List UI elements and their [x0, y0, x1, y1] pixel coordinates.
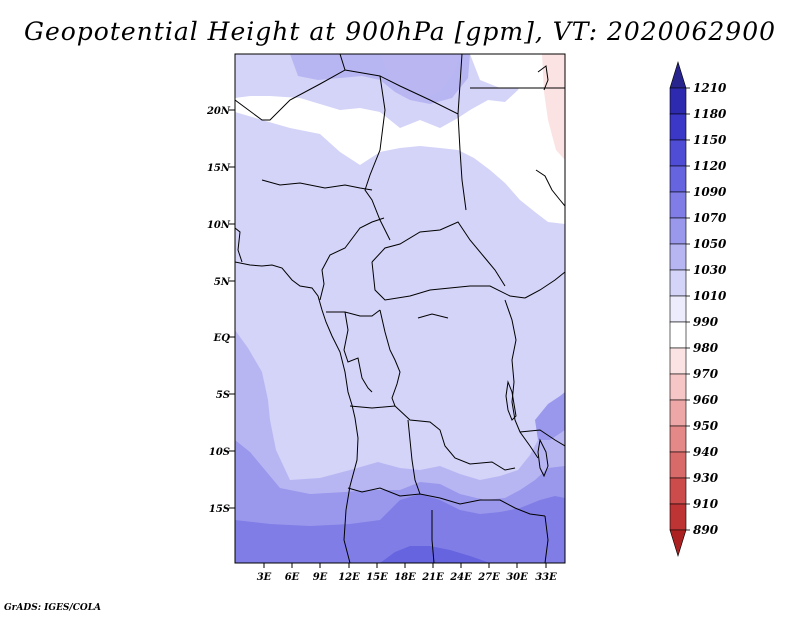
- lake-3: [417, 313, 449, 319]
- field-1050-east: [535, 392, 565, 440]
- lat-tick-label: 5N: [214, 277, 231, 288]
- colorbar-segment: [669, 243, 687, 271]
- lon-tick-label: 21E: [421, 572, 444, 583]
- lon-tick-label: 3E: [257, 572, 272, 583]
- east-lakes: [504, 299, 539, 459]
- field-1050-north: [380, 54, 460, 102]
- car-south: [371, 261, 526, 301]
- lake-2: [537, 438, 549, 478]
- colorbar-label: 1010: [693, 289, 727, 303]
- lat-tick-label: 15S: [209, 504, 230, 515]
- colorbar-label: 1050: [693, 237, 727, 251]
- chart-title: Geopotential Height at 900hPa [gpm], VT:…: [23, 17, 777, 46]
- colorbar-segment: [669, 165, 687, 193]
- colorbar-label: 1150: [693, 133, 727, 147]
- colorbar-segment: [669, 60, 687, 89]
- colorbar-label: 960: [693, 393, 719, 407]
- gabon-congo: [343, 311, 373, 393]
- cameroon-gabon: [326, 309, 381, 317]
- nile-border: [457, 113, 467, 211]
- colorbar-segment: [669, 87, 687, 115]
- lon-tick-label: 30E: [506, 572, 528, 583]
- colorbar-segment: [669, 425, 687, 453]
- lon-axis: 3E 6E 9E 12E 15E 18E 21E 24E 27E 30E 33E: [257, 563, 557, 583]
- east-border: [524, 271, 565, 299]
- field-1070-south: [235, 494, 565, 563]
- colorbar-segment: [669, 321, 687, 349]
- lon-tick-label: 18E: [394, 572, 416, 583]
- colorbar: 1210 1180 1150 1120 1090 1070 1050 1030 1010 990 9…: [669, 60, 727, 558]
- colorbar-segment: [669, 295, 687, 323]
- colorbar-segment: [669, 477, 687, 505]
- colorbar-label: 930: [693, 471, 719, 485]
- colorbar-segment: [669, 373, 687, 401]
- northern-border-2: [344, 54, 463, 115]
- nigeria-niger: [261, 179, 373, 191]
- colorbar-label: 940: [693, 445, 719, 459]
- colorbar-label: 910: [693, 497, 719, 511]
- chad-car: [371, 221, 506, 287]
- lat-tick-label: 20N: [206, 106, 231, 117]
- lat-tick-label: EQ: [213, 333, 231, 344]
- field-1010-north-right: [470, 54, 545, 88]
- niger-chad: [364, 75, 391, 241]
- mozambique: [544, 515, 549, 563]
- colorbar-label: 1120: [693, 159, 727, 173]
- colorbar-segment: [669, 191, 687, 219]
- map-frame: [234, 53, 566, 564]
- angola-namibia: [347, 487, 441, 499]
- colorbar-label: 980: [693, 341, 719, 355]
- lake-1: [505, 380, 517, 421]
- colorbar-label: 990: [693, 315, 719, 329]
- grads-credit: GrADS: IGES/COLA: [4, 603, 102, 613]
- red-sea: [537, 65, 549, 91]
- colorbar-segment: [669, 451, 687, 479]
- lon-tick-label: 24E: [449, 572, 472, 583]
- field-1010-sahel: [235, 54, 565, 224]
- west-coast: [235, 261, 359, 563]
- lon-tick-label: 27E: [477, 572, 500, 583]
- colorbar-label: 890: [693, 523, 719, 537]
- boundaries: [235, 54, 565, 563]
- lon-tick-label: 6E: [285, 572, 300, 583]
- lon-tick-label: 12E: [338, 572, 360, 583]
- field-1090-south: [380, 546, 490, 563]
- tanzania: [519, 429, 565, 447]
- colorbar-segment: [669, 503, 687, 531]
- nigeria-cameroon: [319, 217, 385, 301]
- colorbar-segment: [669, 399, 687, 427]
- lat-tick-label: 10N: [207, 220, 231, 231]
- colorbar-segment: [669, 529, 687, 558]
- colorbar-label: 1210: [693, 81, 727, 95]
- height-field: [235, 54, 565, 563]
- botswana: [431, 510, 435, 563]
- ethiopia: [535, 169, 565, 207]
- lat-tick-label: 10S: [209, 447, 230, 458]
- colorbar-segment: [669, 139, 687, 167]
- colorbar-label: 1070: [693, 211, 727, 225]
- lon-tick-label: 9E: [313, 572, 328, 583]
- colorbar-label: 1030: [693, 263, 727, 277]
- lon-tick-label: 15E: [366, 572, 388, 583]
- lat-tick-label: 15N: [207, 163, 231, 174]
- colorbar-label: 1180: [693, 107, 727, 121]
- congo-drc: [379, 309, 401, 407]
- angola-zambia: [407, 419, 421, 495]
- colorbar-label: 970: [693, 367, 719, 381]
- lon-tick-label: 33E: [535, 572, 557, 583]
- lat-tick-label: 5S: [216, 390, 230, 401]
- gulf-guinea-west: [235, 227, 243, 263]
- colorbar-label: 950: [693, 419, 719, 433]
- colorbar-segment: [669, 347, 687, 375]
- colorbar-segment: [669, 217, 687, 245]
- zambia-zimbabwe: [439, 497, 546, 517]
- colorbar-label: 1090: [693, 185, 727, 199]
- lat-axis: 20N 15N 10N 5N EQ 5S 10S 15S: [206, 106, 235, 515]
- colorbar-segment: [669, 113, 687, 141]
- drc-angola: [349, 405, 516, 471]
- colorbar-segment: [669, 269, 687, 297]
